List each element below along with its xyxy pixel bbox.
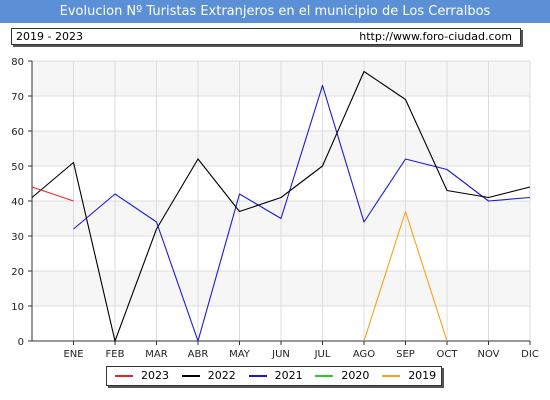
legend-swatch — [315, 375, 334, 377]
x-tick-label: JUL — [314, 349, 331, 360]
legend-swatch — [115, 375, 133, 377]
series-line-2023 — [31, 186, 74, 202]
y-tick-label: 20 — [11, 267, 24, 278]
series-line-2019 — [363, 210, 448, 342]
x-tick-label: ENE — [63, 349, 83, 360]
x-tick-label: MAR — [145, 349, 167, 360]
x-tick-label: MAY — [229, 349, 251, 360]
legend: 2023 2022 2021 2020 2019 — [106, 366, 442, 386]
legend-label: 2020 — [341, 369, 370, 382]
x-tick-label: JUN — [271, 349, 290, 360]
legend-swatch — [181, 375, 200, 377]
legend-label: 2023 — [141, 369, 169, 382]
legend-label: 2022 — [207, 369, 236, 382]
period-label: 2019 - 2023 — [16, 30, 83, 43]
legend-swatch — [382, 375, 401, 377]
legend-swatch — [248, 375, 267, 377]
x-tick-label: OCT — [437, 349, 459, 360]
info-box: 2019 - 2023 http://www.foro-ciudad.com — [11, 28, 521, 45]
legend-label: 2021 — [274, 369, 303, 382]
chart-title: Evolucion Nº Turistas Extranjeros en el … — [0, 0, 550, 23]
y-tick-label: 50 — [11, 162, 24, 173]
y-tick-label: 40 — [11, 197, 24, 208]
source-url: http://www.foro-ciudad.com — [359, 30, 512, 43]
x-tick-label: DIC — [521, 349, 539, 360]
legend-label: 2019 — [408, 369, 437, 382]
series-line-2022 — [31, 70, 531, 342]
x-tick-labels: ENE FEB MAR ABR MAY JUN JUL AGO SEP OCT NOV DIC — [63, 349, 538, 360]
x-tick-label: SEP — [396, 349, 415, 360]
series-lines — [31, 70, 531, 342]
y-tick-label: 30 — [11, 232, 24, 243]
y-tick-label: 80 — [11, 57, 24, 68]
y-tick-label: 70 — [11, 92, 24, 103]
x-tick-label: NOV — [477, 349, 499, 360]
y-tick-label: 10 — [11, 302, 24, 313]
y-tick-label: 0 — [18, 337, 24, 348]
y-tick-label: 60 — [11, 127, 24, 138]
x-tick-label: FEB — [106, 349, 125, 360]
x-tick-label: AGO — [353, 349, 375, 360]
y-tick-labels: 0 10 20 30 40 50 60 70 80 — [11, 57, 24, 348]
series-line-2021 — [73, 84, 531, 342]
x-tick-label: ABR — [188, 349, 209, 360]
